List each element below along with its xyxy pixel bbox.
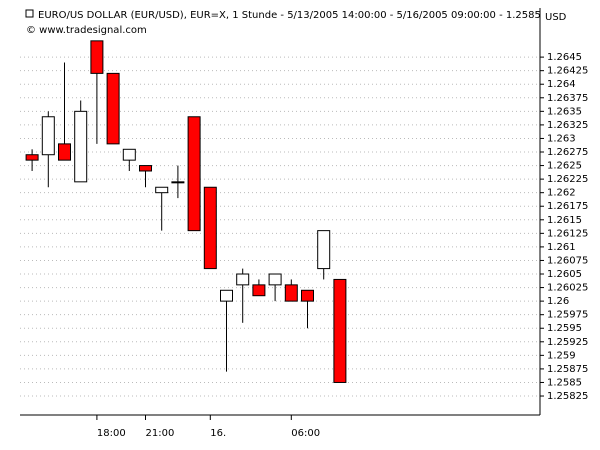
y-tick-label: 1.2615 <box>547 215 582 226</box>
y-tick-label: 1.261 <box>547 242 576 253</box>
y-tick-label: 1.25825 <box>547 391 588 402</box>
title-icon <box>25 9 34 18</box>
candle-body <box>203 186 217 270</box>
y-tick-label: 1.262 <box>547 188 576 199</box>
y-tick-label: 1.26275 <box>547 147 588 158</box>
candle-body <box>268 273 282 286</box>
y-tick-label: 1.26175 <box>547 201 588 212</box>
y-tick-label: 1.26325 <box>547 120 588 131</box>
y-tick-label: 1.26225 <box>547 174 588 185</box>
candle-body <box>139 165 152 172</box>
y-tick-label: 1.26125 <box>547 228 588 239</box>
y-tick-label: 1.25875 <box>547 364 588 375</box>
candle-body <box>284 284 298 302</box>
chart-subtitle: © www.tradesignal.com <box>26 25 147 36</box>
y-tick-label: 1.2605 <box>547 269 582 280</box>
y-tick-label: 1.2585 <box>547 377 582 388</box>
chart-title: EURO/US DOLLAR (EUR/USD), EUR=X, 1 Stund… <box>38 10 541 21</box>
candle-body <box>74 110 88 183</box>
candle-body <box>58 143 71 161</box>
candle-body <box>187 116 201 232</box>
x-tick-label: 21:00 <box>146 428 175 439</box>
candle-body <box>333 278 347 383</box>
x-tick-label: 18:00 <box>97 428 126 439</box>
y-axis-label: USD <box>545 12 567 23</box>
y-tick-label: 1.25975 <box>547 310 588 321</box>
candle-body <box>301 289 314 302</box>
x-tick-label: 16. <box>210 428 226 439</box>
y-tick-label: 1.25925 <box>547 337 588 348</box>
y-tick-label: 1.26 <box>547 296 569 307</box>
y-tick-label: 1.2635 <box>547 106 582 117</box>
y-tick-label: 1.264 <box>547 79 576 90</box>
x-tick-label: 06:00 <box>291 428 320 439</box>
y-tick-label: 1.259 <box>547 350 576 361</box>
candle-body <box>90 40 104 74</box>
y-tick-label: 1.2625 <box>547 161 582 172</box>
candle-body <box>220 289 233 302</box>
y-tick-label: 1.263 <box>547 133 576 144</box>
y-tick-label: 1.26075 <box>547 255 588 266</box>
candle-body <box>41 116 55 156</box>
y-tick-label: 1.26425 <box>547 66 588 77</box>
candle-body <box>171 181 185 184</box>
candle-body <box>122 148 136 161</box>
candle-body <box>106 72 120 145</box>
y-tick-label: 1.2595 <box>547 323 582 334</box>
candle-body <box>155 186 169 194</box>
candle-body <box>236 273 250 286</box>
candle-body <box>25 154 39 161</box>
y-tick-label: 1.2645 <box>547 52 582 63</box>
y-tick-label: 1.26025 <box>547 283 588 294</box>
candle-body <box>317 230 331 270</box>
y-tick-label: 1.26375 <box>547 93 588 104</box>
candle-body <box>252 284 266 297</box>
